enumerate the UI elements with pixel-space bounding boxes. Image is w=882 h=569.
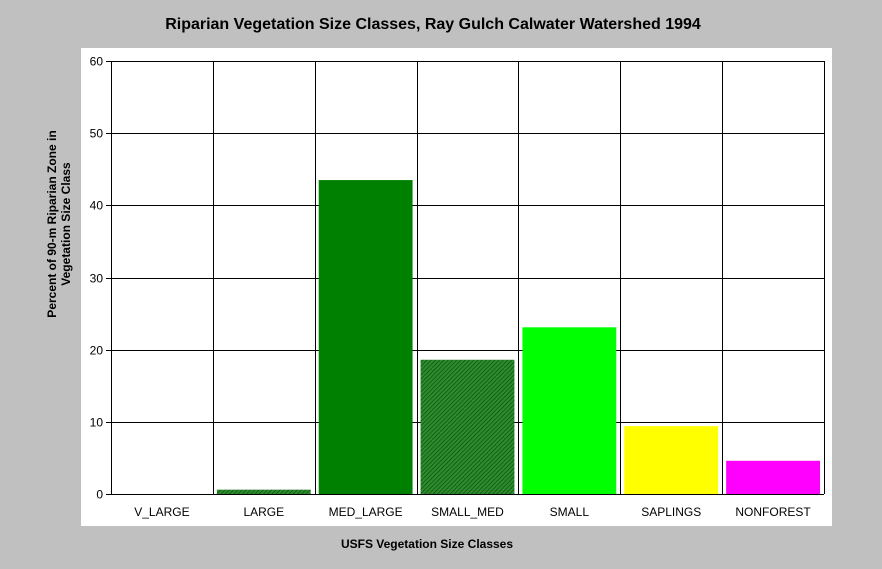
tick-labels: 0 10 20 30 40 50 60 V_LARGE LARGE MED_LARGE SMALL_… xyxy=(90,55,812,520)
bar-large xyxy=(216,489,311,494)
y-tick-label: 60 xyxy=(90,55,104,69)
bar-chart: 0 10 20 30 40 50 60 V_LARGE LARGE MED_LARGE SMALL_… xyxy=(90,55,825,520)
x-tick-label: MED_LARGE xyxy=(329,505,403,519)
y-tick-label: 10 xyxy=(90,416,104,430)
x-axis-label: USFS Vegetation Size Classes xyxy=(340,537,514,551)
y-tick-label: 50 xyxy=(90,127,104,141)
x-tick-label: V_LARGE xyxy=(134,505,189,519)
bar-med-large xyxy=(318,180,413,494)
y-axis-label-line-1: Percent of 90-m Riparian Zone in xyxy=(45,130,59,318)
bar-small xyxy=(522,327,617,494)
y-axis-label-line-2: Vegetation Size Class xyxy=(59,162,73,286)
plot-panel: 0 10 20 30 40 50 60 V_LARGE LARGE MED_LARGE SMALL_… xyxy=(81,48,832,526)
x-tick-label: SMALL_MED xyxy=(431,505,504,519)
y-tick-label: 40 xyxy=(90,199,104,213)
y-tick-label: 0 xyxy=(96,488,103,502)
x-tick-label: SMALL xyxy=(550,505,590,519)
chart-title: Riparian Vegetation Size Classes, Ray Gu… xyxy=(165,16,701,33)
x-tick-label: LARGE xyxy=(243,505,284,519)
bars xyxy=(216,180,820,494)
bar-nonforest xyxy=(726,460,820,494)
x-tick-label: SAPLINGS xyxy=(641,505,701,519)
y-tick-label: 30 xyxy=(90,272,104,286)
bar-saplings xyxy=(624,426,719,494)
bar-small-med xyxy=(420,359,515,494)
y-tick-label: 20 xyxy=(90,344,104,358)
grid xyxy=(106,61,825,495)
x-tick-label: NONFOREST xyxy=(735,505,811,519)
